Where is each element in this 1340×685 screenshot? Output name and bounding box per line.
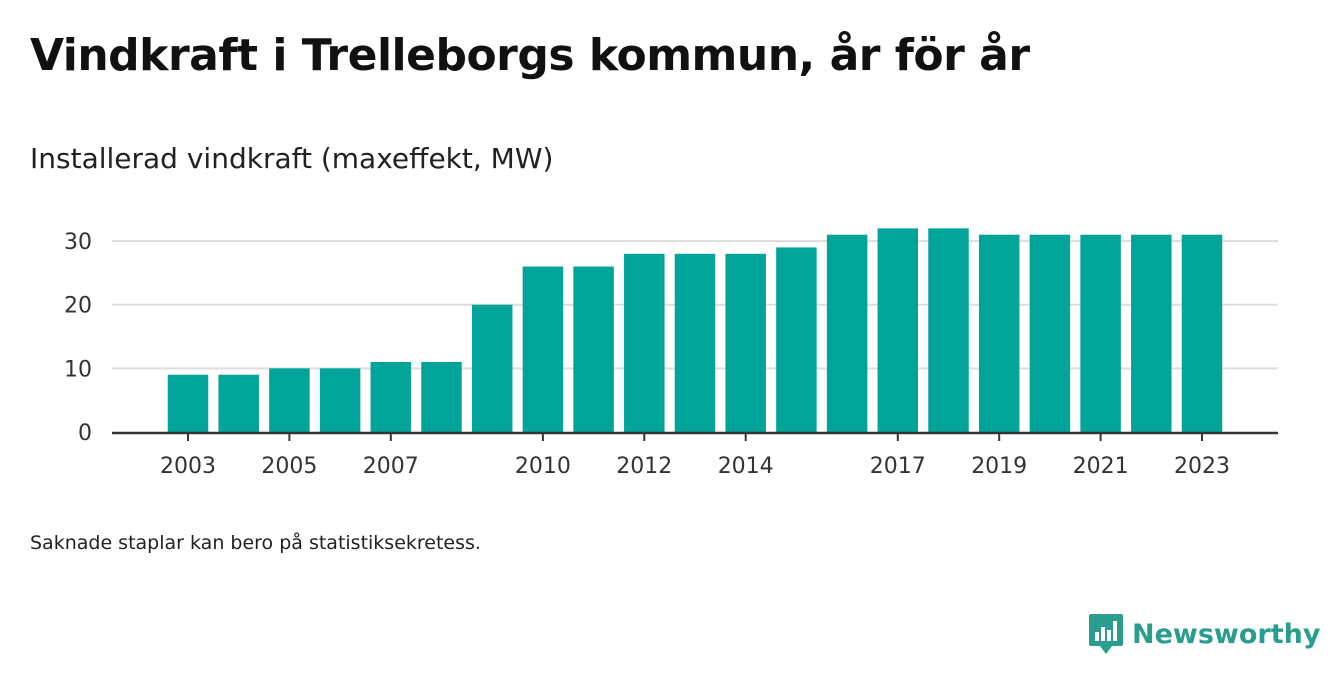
chart-title: Vindkraft i Trelleborgs kommun, år för å… bbox=[30, 30, 1030, 81]
bar-2003 bbox=[167, 374, 209, 432]
y-tick-label: 0 bbox=[78, 421, 92, 446]
bar-2018 bbox=[928, 228, 969, 432]
brand-name: Newsworthy bbox=[1132, 618, 1321, 650]
bar-2023 bbox=[1181, 234, 1223, 432]
x-tick-label: 2010 bbox=[515, 454, 571, 479]
bar-chart: 0 10 20 30 2003 2005 2007 2010 2012 2014 2017 2019 2… bbox=[64, 228, 1278, 479]
bar-2017 bbox=[877, 228, 919, 432]
bar-2005 bbox=[269, 368, 310, 432]
x-tick-label: 2019 bbox=[971, 454, 1027, 479]
bar-2019 bbox=[978, 234, 1020, 432]
bar-2021 bbox=[1080, 234, 1121, 432]
bar-2013 bbox=[674, 253, 716, 432]
brand-logo: Newsworthy bbox=[1088, 612, 1320, 656]
bar-2010 bbox=[522, 266, 564, 432]
x-tick-label: 2014 bbox=[718, 454, 774, 479]
footnote: Saknade staplar kan bero på statistiksek… bbox=[30, 532, 481, 554]
bars bbox=[167, 228, 1223, 432]
x-tick-label: 2021 bbox=[1073, 454, 1129, 479]
x-tick-label: 2005 bbox=[261, 454, 317, 479]
bar-2020 bbox=[1029, 234, 1071, 432]
chart-subtitle: Installerad vindkraft (maxeffekt, MW) bbox=[30, 142, 554, 175]
y-tick-label: 20 bbox=[64, 294, 92, 319]
bar-2012 bbox=[624, 253, 665, 432]
bar-2006 bbox=[319, 368, 361, 432]
bar-2016 bbox=[826, 234, 868, 432]
y-tick-label: 30 bbox=[64, 230, 92, 255]
bar-2015 bbox=[776, 247, 817, 432]
bar-2004 bbox=[218, 374, 259, 432]
x-tick-label: 2003 bbox=[160, 454, 216, 479]
x-tick-label: 2017 bbox=[870, 454, 926, 479]
x-tick-label: 2023 bbox=[1174, 454, 1230, 479]
bar-2011 bbox=[573, 266, 614, 432]
bar-2022 bbox=[1131, 234, 1172, 432]
bar-2009 bbox=[471, 304, 513, 432]
bar-2014 bbox=[725, 253, 766, 432]
axes: 0 10 20 30 2003 2005 2007 2010 2012 2014 2017 2019 2… bbox=[64, 230, 1278, 479]
newsworthy-logo-icon bbox=[1089, 614, 1123, 654]
bar-2008 bbox=[421, 362, 462, 432]
x-tick-label: 2007 bbox=[363, 454, 419, 479]
x-tick-label: 2012 bbox=[616, 454, 672, 479]
bar-2007 bbox=[370, 362, 412, 432]
y-tick-label: 10 bbox=[64, 357, 92, 382]
